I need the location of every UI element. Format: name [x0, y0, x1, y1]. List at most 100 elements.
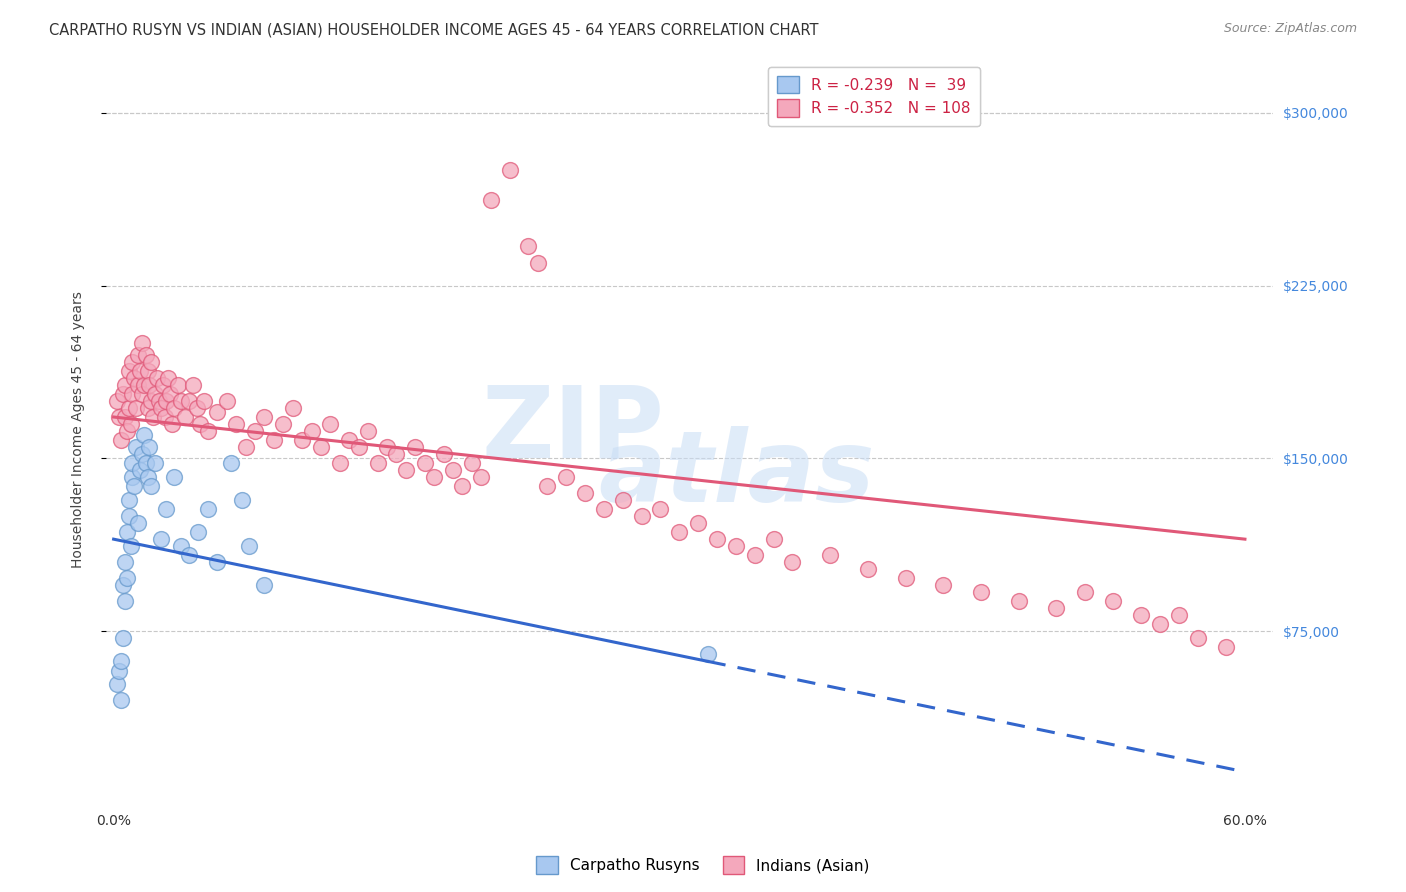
Point	[856, 562, 879, 576]
Point	[114, 555, 136, 569]
Point	[149, 532, 172, 546]
Point	[170, 539, 193, 553]
Text: CARPATHO RUSYN VS INDIAN (ASIAN) HOUSEHOLDER INCOME AGES 45 - 64 YEARS CORRELATI: CARPATHO RUSYN VS INDIAN (ASIAN) HOUSEHO…	[49, 22, 818, 37]
Point	[127, 348, 149, 362]
Point	[118, 493, 141, 508]
Point	[706, 532, 728, 546]
Point	[432, 447, 454, 461]
Point	[555, 470, 578, 484]
Point	[498, 163, 520, 178]
Text: ZIP: ZIP	[481, 381, 665, 478]
Point	[114, 377, 136, 392]
Point	[138, 440, 160, 454]
Point	[612, 493, 634, 508]
Point	[479, 194, 502, 208]
Point	[177, 549, 200, 563]
Point	[263, 433, 285, 447]
Point	[112, 387, 135, 401]
Point	[143, 387, 166, 401]
Point	[121, 354, 143, 368]
Point	[127, 516, 149, 530]
Point	[207, 555, 229, 569]
Point	[385, 447, 408, 461]
Point	[724, 539, 747, 553]
Legend: Carpatho Rusyns, Indians (Asian): Carpatho Rusyns, Indians (Asian)	[530, 850, 876, 880]
Point	[115, 424, 138, 438]
Point	[112, 578, 135, 592]
Point	[281, 401, 304, 415]
Point	[135, 456, 157, 470]
Point	[118, 509, 141, 524]
Point	[357, 424, 380, 438]
Point	[309, 440, 332, 454]
Point	[451, 479, 474, 493]
Point	[1168, 608, 1191, 623]
Point	[395, 463, 418, 477]
Point	[367, 456, 389, 470]
Point	[166, 377, 188, 392]
Point	[124, 371, 146, 385]
Point	[143, 456, 166, 470]
Point	[207, 405, 229, 419]
Point	[527, 255, 550, 269]
Point	[155, 393, 177, 408]
Point	[135, 348, 157, 362]
Point	[120, 539, 142, 553]
Point	[1130, 608, 1153, 623]
Point	[146, 371, 169, 385]
Point	[121, 387, 143, 401]
Point	[120, 417, 142, 431]
Point	[404, 440, 426, 454]
Point	[291, 433, 314, 447]
Point	[1149, 617, 1171, 632]
Point	[148, 393, 170, 408]
Point	[138, 377, 160, 392]
Point	[329, 456, 352, 470]
Point	[121, 470, 143, 484]
Point	[319, 417, 342, 431]
Point	[932, 578, 955, 592]
Point	[650, 502, 672, 516]
Point	[273, 417, 295, 431]
Point	[142, 409, 165, 424]
Point	[243, 424, 266, 438]
Point	[177, 393, 200, 408]
Point	[470, 470, 492, 484]
Point	[110, 433, 132, 447]
Point	[110, 693, 132, 707]
Point	[108, 664, 131, 678]
Point	[1102, 594, 1125, 608]
Point	[231, 493, 253, 508]
Point	[894, 571, 917, 585]
Point	[818, 549, 841, 563]
Point	[153, 409, 176, 424]
Y-axis label: Householder Income Ages 45 - 64 years: Householder Income Ages 45 - 64 years	[72, 292, 86, 568]
Point	[219, 456, 242, 470]
Point	[1073, 585, 1095, 599]
Point	[129, 463, 152, 477]
Point	[163, 470, 186, 484]
Point	[155, 502, 177, 516]
Point	[118, 401, 141, 415]
Point	[197, 424, 219, 438]
Point	[152, 377, 174, 392]
Point	[125, 440, 148, 454]
Point	[149, 401, 172, 415]
Text: Source: ZipAtlas.com: Source: ZipAtlas.com	[1223, 22, 1357, 36]
Point	[193, 393, 215, 408]
Point	[301, 424, 323, 438]
Point	[125, 401, 148, 415]
Point	[121, 456, 143, 470]
Point	[441, 463, 464, 477]
Point	[688, 516, 710, 530]
Point	[630, 509, 652, 524]
Point	[114, 594, 136, 608]
Point	[174, 409, 197, 424]
Point	[696, 648, 718, 662]
Point	[970, 585, 993, 599]
Point	[253, 409, 276, 424]
Point	[413, 456, 436, 470]
Legend: R = -0.239   N =  39, R = -0.352   N = 108: R = -0.239 N = 39, R = -0.352 N = 108	[768, 67, 980, 127]
Point	[163, 401, 186, 415]
Point	[105, 393, 128, 408]
